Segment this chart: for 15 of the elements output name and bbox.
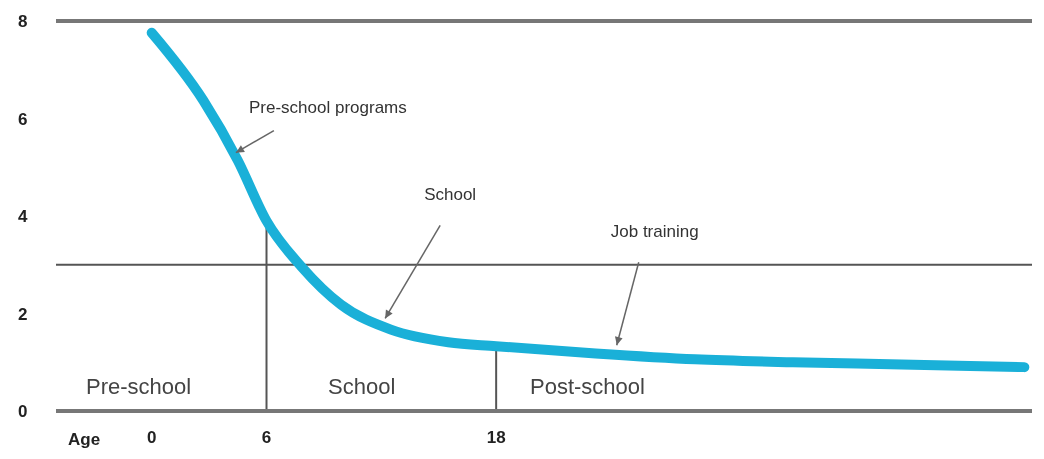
y-tick-label: 8 bbox=[18, 12, 28, 32]
x-tick-label: 6 bbox=[261, 428, 272, 448]
y-tick-label: 4 bbox=[18, 207, 28, 227]
annotation: Pre-school bbox=[86, 374, 192, 400]
annotation: Pre-school programs bbox=[249, 97, 407, 117]
annotation: School bbox=[328, 374, 396, 400]
y-tick-label: 6 bbox=[18, 109, 28, 129]
x-tick-label: 0 bbox=[146, 428, 157, 448]
annotation: Post-school bbox=[530, 374, 645, 400]
y-tick-label: 0 bbox=[18, 402, 28, 422]
annotation: Job training bbox=[610, 222, 699, 242]
x-tick-label: 18 bbox=[486, 428, 506, 448]
y-tick-label: 2 bbox=[18, 304, 28, 324]
x-axis-title: Age bbox=[68, 430, 101, 449]
annotation: School bbox=[424, 185, 477, 205]
